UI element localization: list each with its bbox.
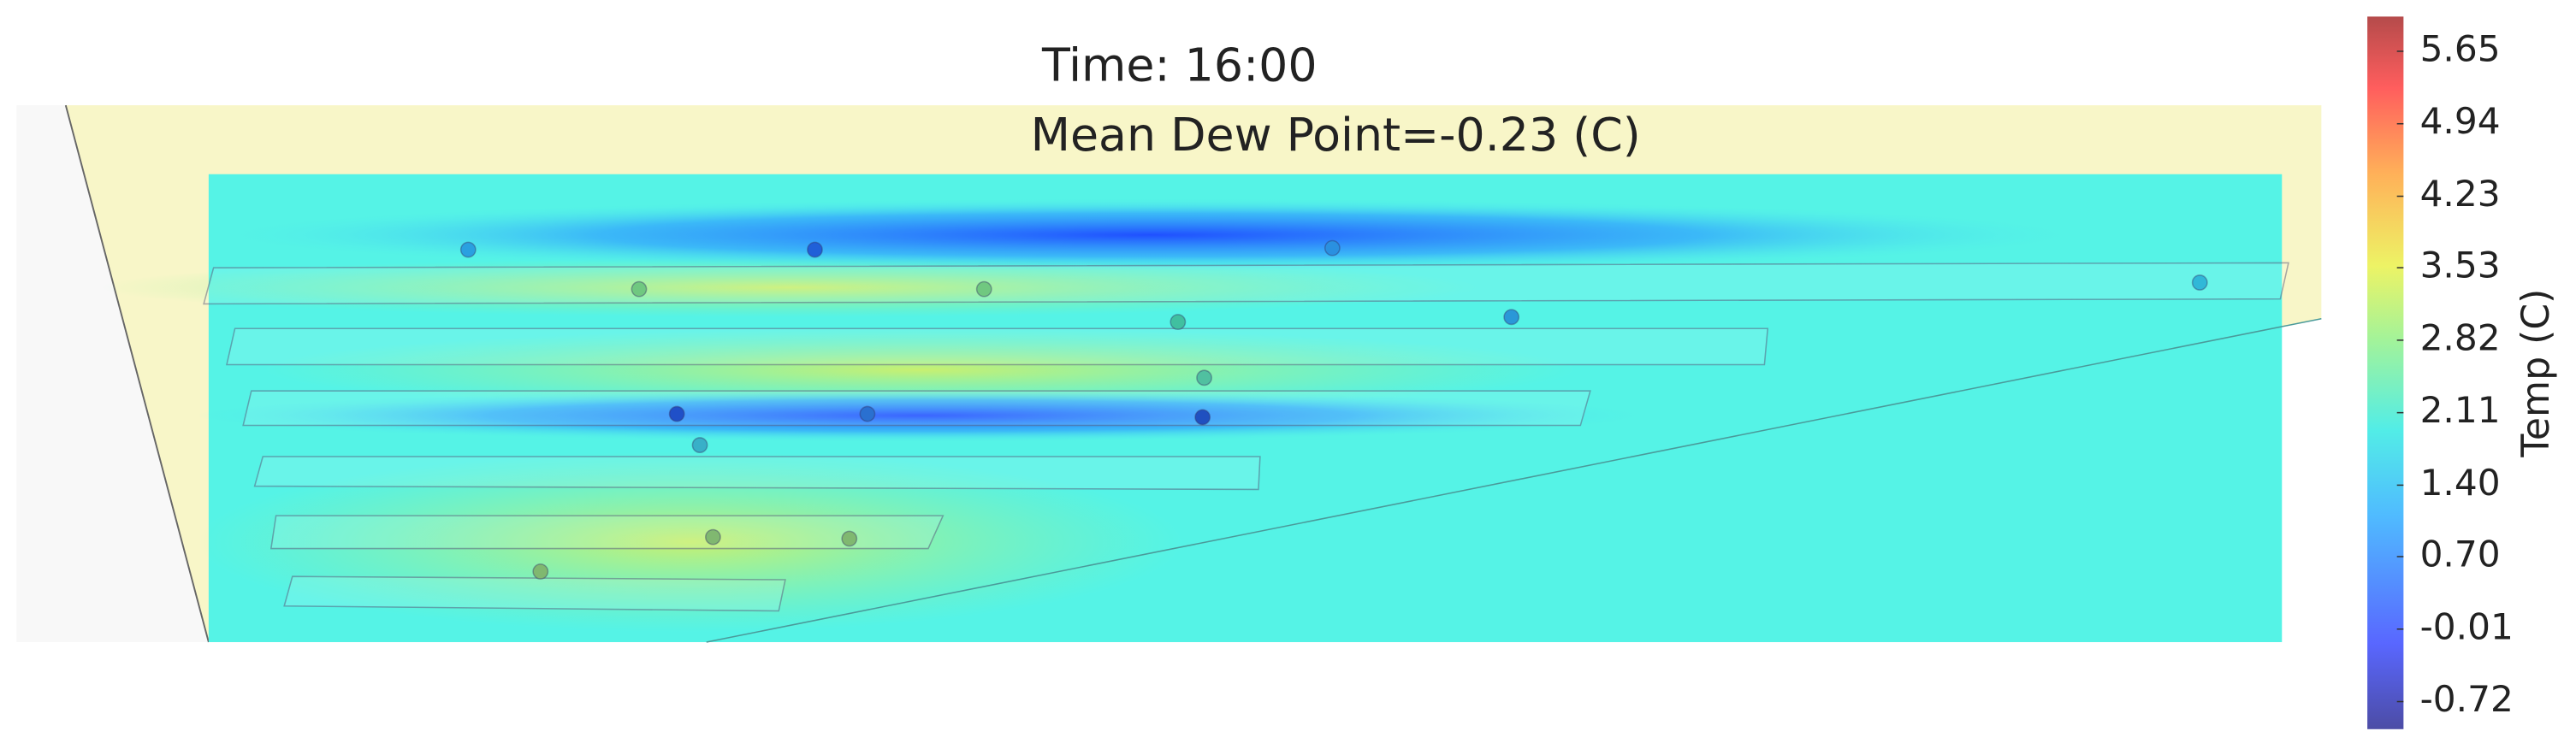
sensor bbox=[532, 563, 549, 580]
colorbar-tick-label: 4.94 bbox=[2420, 100, 2501, 142]
shelf bbox=[203, 262, 2289, 305]
sensor bbox=[1503, 309, 1520, 326]
cool-band bbox=[229, 198, 2070, 272]
sensor bbox=[975, 280, 992, 298]
shelf bbox=[283, 575, 786, 612]
boundary-line bbox=[706, 317, 2322, 643]
colorbar-tick-label: -0.01 bbox=[2420, 605, 2514, 647]
plot-area bbox=[16, 104, 2322, 643]
sensor bbox=[668, 405, 685, 422]
warm-patch bbox=[263, 328, 1578, 411]
sensor bbox=[1194, 409, 1211, 426]
chart-subtitle: Mean Dew Point=-0.23 (C) bbox=[1031, 108, 1641, 162]
boundary-line bbox=[64, 104, 210, 643]
colorbar-tick-label: 2.82 bbox=[2420, 316, 2501, 358]
shelf bbox=[269, 515, 945, 550]
colorbar-tick-label: 5.65 bbox=[2420, 27, 2501, 69]
cool-band bbox=[197, 389, 1643, 442]
colorbar-tick-label: 1.40 bbox=[2420, 462, 2501, 504]
sensor bbox=[704, 528, 721, 546]
colorbar-tick-label: 2.11 bbox=[2420, 389, 2501, 431]
colorbar-label: Temp (C) bbox=[2514, 289, 2558, 458]
sensor bbox=[1170, 314, 1187, 330]
colorbar-tick-label: 4.23 bbox=[2420, 173, 2501, 215]
shelf bbox=[226, 327, 1769, 366]
shelf bbox=[253, 456, 1261, 491]
sensor bbox=[859, 405, 876, 422]
sensor bbox=[459, 241, 477, 258]
colorbar-tick-label: 0.70 bbox=[2420, 533, 2501, 575]
colorbar-tick-label: -0.72 bbox=[2420, 678, 2514, 720]
sensor bbox=[2191, 274, 2208, 291]
warm-patch bbox=[197, 451, 1183, 633]
chart-title: Time: 16:00 bbox=[1041, 38, 1318, 91]
colorbar-tick-label: 3.53 bbox=[2420, 245, 2501, 286]
sensor bbox=[807, 241, 823, 258]
sensor bbox=[631, 280, 648, 298]
sensor bbox=[841, 530, 858, 547]
colorbar bbox=[2367, 16, 2404, 729]
sensor bbox=[1196, 369, 1212, 386]
sensor bbox=[1324, 239, 1341, 257]
shelf bbox=[242, 390, 1591, 427]
sensor bbox=[691, 437, 708, 453]
